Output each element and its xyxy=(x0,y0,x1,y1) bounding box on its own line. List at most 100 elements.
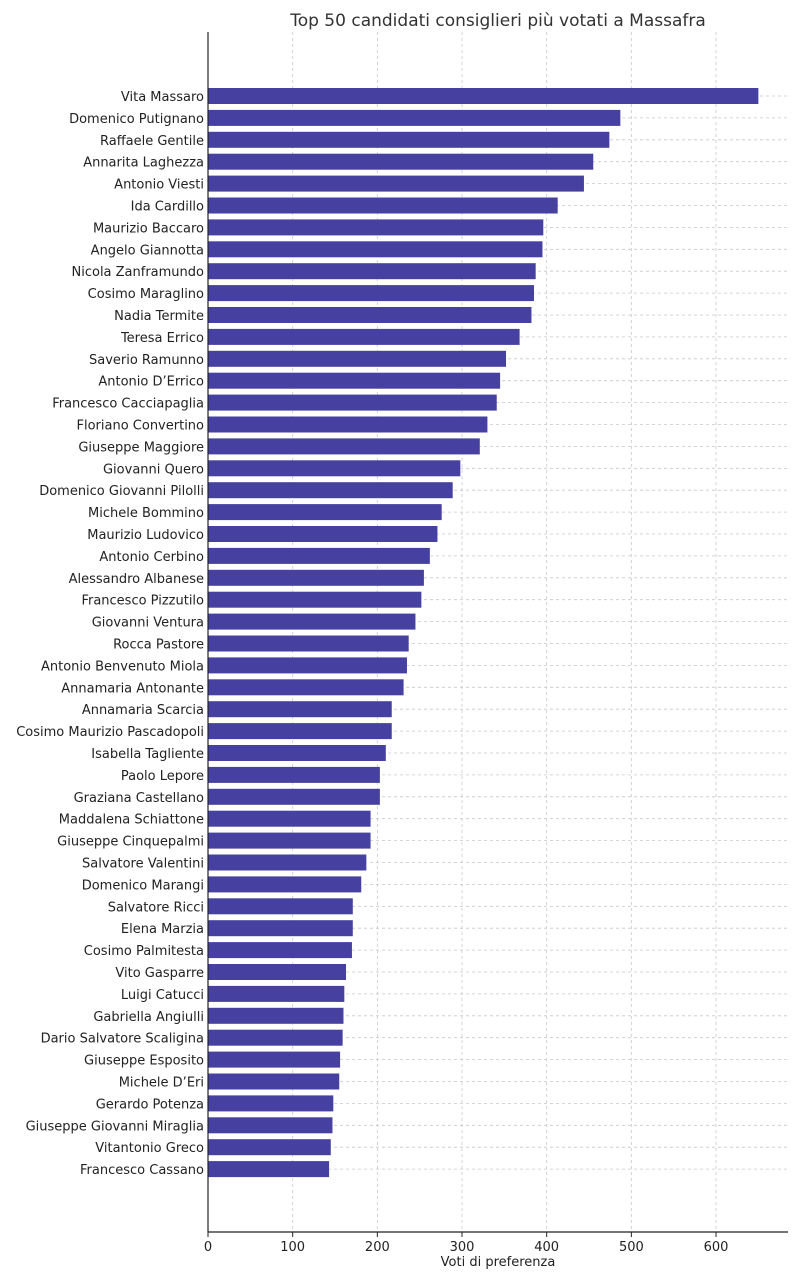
bar xyxy=(208,745,386,761)
category-label: Domenico Putignano xyxy=(69,112,204,127)
category-label: Teresa Errico xyxy=(120,331,204,346)
bar xyxy=(208,394,497,411)
bar xyxy=(208,964,347,980)
bar xyxy=(208,920,353,937)
bar xyxy=(208,832,371,849)
category-label: Maddalena Schiattone xyxy=(59,813,204,828)
category-label: Salvatore Valentini xyxy=(82,857,204,872)
bar xyxy=(208,985,345,1002)
bar xyxy=(208,153,594,170)
bar xyxy=(208,613,416,630)
bar xyxy=(208,1007,344,1024)
category-label: Raffaele Gentile xyxy=(100,134,204,149)
bar xyxy=(208,766,380,783)
bar xyxy=(208,788,380,805)
bar xyxy=(208,241,543,258)
bar xyxy=(208,1095,334,1112)
bar xyxy=(208,591,422,608)
category-label: Antonio D’Errico xyxy=(98,375,204,390)
category-label: Angelo Giannotta xyxy=(91,243,204,258)
category-label: Paolo Lepore xyxy=(121,769,204,784)
x-tick-label: 300 xyxy=(450,1240,475,1255)
bar xyxy=(208,482,453,499)
category-label: Giuseppe Esposito xyxy=(84,1054,204,1069)
category-label: Annarita Laghezza xyxy=(83,156,204,171)
category-label: Nadia Termite xyxy=(114,309,204,324)
bar xyxy=(208,942,352,959)
category-label: Rocca Pastore xyxy=(113,638,204,653)
category-label: Francesco Cacciapaglia xyxy=(52,397,204,412)
category-label: Antonio Viesti xyxy=(114,178,204,193)
category-label: Giovanni Quero xyxy=(103,462,204,477)
category-label: Cosimo Maraglino xyxy=(88,287,204,302)
category-label: Gerardo Potenza xyxy=(96,1097,204,1112)
x-tick-label: 200 xyxy=(365,1240,390,1255)
bar xyxy=(208,547,430,564)
category-label: Nicola Zanframundo xyxy=(72,265,205,280)
bar xyxy=(208,131,610,148)
bar xyxy=(208,285,534,302)
x-tick-label: 600 xyxy=(704,1240,729,1255)
category-label: Cosimo Maurizio Pascadopoli xyxy=(16,725,204,740)
category-label: Giuseppe Giovanni Miraglia xyxy=(26,1119,204,1134)
category-label: Maurizio Baccaro xyxy=(93,221,204,236)
category-label: Giuseppe Maggiore xyxy=(78,440,204,455)
category-label: Domenico Giovanni Pilolli xyxy=(39,484,204,499)
bar xyxy=(208,350,507,367)
category-label: Antonio Benvenuto Miola xyxy=(41,659,204,674)
bar xyxy=(208,219,544,236)
bar xyxy=(208,876,362,893)
bar xyxy=(208,197,558,214)
category-label: Annamaria Antonante xyxy=(61,681,204,696)
bar xyxy=(208,810,371,827)
bars xyxy=(208,88,759,1178)
x-tick-label: 400 xyxy=(534,1240,559,1255)
category-label: Ida Cardillo xyxy=(131,200,204,215)
bar xyxy=(208,526,438,542)
bar xyxy=(208,701,392,718)
category-label: Giuseppe Cinquepalmi xyxy=(57,835,204,850)
bar xyxy=(208,1051,341,1068)
bar xyxy=(208,657,407,674)
category-label: Michele D’Eri xyxy=(119,1076,204,1091)
bar xyxy=(208,1073,340,1090)
bar xyxy=(208,569,424,586)
bar xyxy=(208,504,442,521)
bar xyxy=(208,328,520,345)
x-axis-label: Voti di preferenza xyxy=(441,1255,556,1270)
category-labels: Vita Massaro Domenico Putignano Raffaele G… xyxy=(16,90,204,1178)
bar xyxy=(208,1117,333,1134)
category-label: Giovanni Ventura xyxy=(92,616,204,631)
bar xyxy=(208,307,532,323)
bar xyxy=(208,438,480,455)
bar xyxy=(208,635,409,652)
bar xyxy=(208,372,501,389)
category-label: Luigi Catucci xyxy=(121,988,204,1003)
category-label: Graziana Castellano xyxy=(74,791,204,806)
category-label: Gabriella Angiulli xyxy=(93,1010,204,1025)
category-label: Cosimo Palmitesta xyxy=(84,944,204,959)
bar xyxy=(208,1029,343,1046)
bar xyxy=(208,109,621,126)
chart-title: Top 50 candidati consiglieri più votati … xyxy=(289,11,706,31)
category-label: Annamaria Scarcia xyxy=(82,703,204,718)
category-label: Alessandro Albanese xyxy=(69,572,204,587)
bar xyxy=(208,854,367,871)
category-label: Vitantonio Greco xyxy=(95,1141,204,1156)
category-label: Elena Marzia xyxy=(121,922,204,937)
bar xyxy=(208,416,488,433)
category-label: Salvatore Ricci xyxy=(108,900,204,915)
category-label: Isabella Tagliente xyxy=(91,747,204,762)
bar xyxy=(208,898,353,915)
bar xyxy=(208,175,584,192)
bar xyxy=(208,1139,331,1156)
x-tick-label: 500 xyxy=(619,1240,644,1255)
category-label: Francesco Cassano xyxy=(80,1163,204,1178)
x-tick-label: 0 xyxy=(204,1240,212,1255)
bar xyxy=(208,88,759,104)
category-label: Michele Bommino xyxy=(88,506,204,521)
category-label: Francesco Pizzutilo xyxy=(81,594,204,609)
category-label: Saverio Ramunno xyxy=(89,353,204,368)
category-label: Domenico Marangi xyxy=(82,878,204,893)
